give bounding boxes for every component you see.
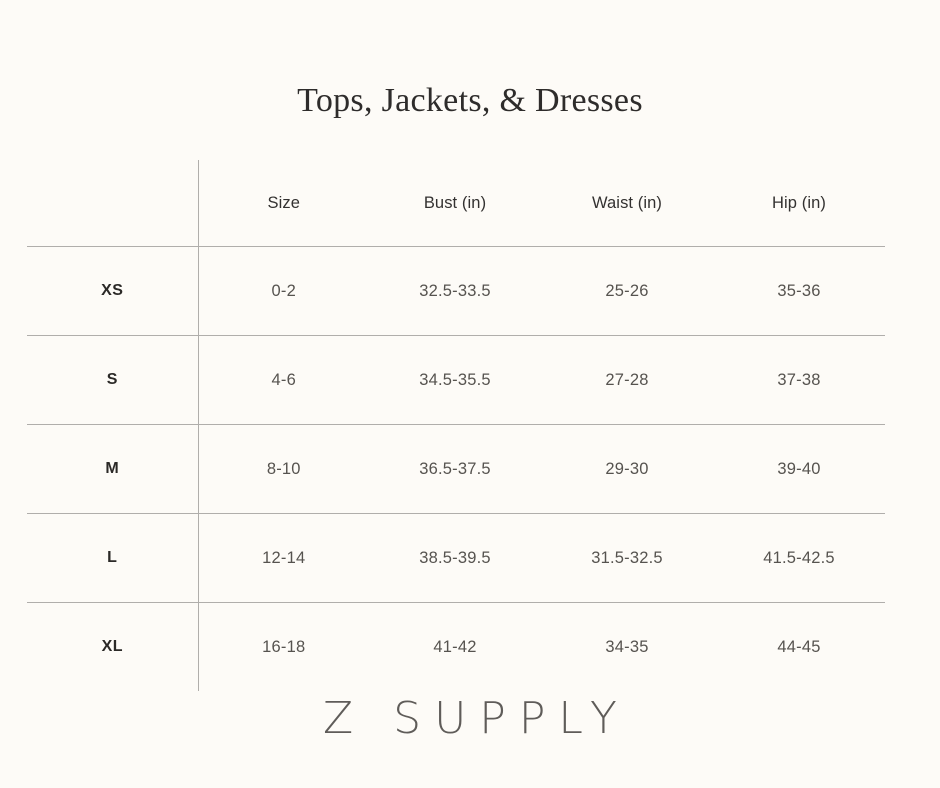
table-row: M 8-10 36.5-37.5 29-30 39-40 — [27, 424, 885, 514]
table-header-row: Size Bust (in) Waist (in) Hip (in) — [27, 160, 885, 247]
cell-l-hip: 41.5-42.5 — [713, 513, 885, 603]
row-label-m: M — [27, 424, 199, 514]
cell-s-hip: 37-38 — [713, 335, 885, 425]
cell-s-size: 4-6 — [198, 335, 369, 425]
table-header: Size Bust (in) Waist (in) Hip (in) — [27, 160, 885, 247]
table-row: S 4-6 34.5-35.5 27-28 37-38 — [27, 335, 885, 425]
cell-xs-hip: 35-36 — [713, 246, 885, 336]
column-header-size: Size — [198, 160, 369, 247]
brand-logo: Z SUPPLY — [323, 693, 630, 744]
row-label-xs: XS — [27, 246, 199, 336]
cell-l-waist: 31.5-32.5 — [541, 513, 713, 603]
cell-xs-size: 0-2 — [198, 246, 369, 336]
table-row: XL 16-18 41-42 34-35 44-45 — [27, 602, 885, 691]
column-header-waist: Waist (in) — [541, 160, 713, 247]
table-row: L 12-14 38.5-39.5 31.5-32.5 41.5-42.5 — [27, 513, 885, 603]
cell-xl-size: 16-18 — [262, 637, 306, 656]
row-label-xl: XL — [27, 602, 199, 691]
column-header-bust: Bust (in) — [369, 160, 541, 247]
table-corner-cell — [27, 160, 199, 247]
row-label-s: S — [27, 335, 199, 425]
page-title: Tops, Jackets, & Dresses — [297, 82, 643, 119]
cell-m-waist: 29-30 — [541, 424, 713, 514]
cell-m-bust: 36.5-37.5 — [369, 424, 541, 514]
cell-xl-hip: 44-45 — [777, 637, 821, 656]
cell-m-size: 8-10 — [198, 424, 369, 514]
cell-s-waist: 27-28 — [541, 335, 713, 425]
cell-xl-bust: 41-42 — [433, 637, 477, 656]
cell-l-bust: 38.5-39.5 — [369, 513, 541, 603]
cell-xl-waist: 34-35 — [605, 637, 649, 656]
column-header-hip: Hip (in) — [713, 160, 885, 247]
cell-xs-waist: 25-26 — [541, 246, 713, 336]
table-row: XS 0-2 32.5-33.5 25-26 35-36 — [27, 246, 885, 336]
cell-m-hip: 39-40 — [713, 424, 885, 514]
cell-l-size: 12-14 — [198, 513, 369, 603]
table-body: XS 0-2 32.5-33.5 25-26 35-36 S 4-6 34.5-… — [27, 246, 885, 691]
cell-xs-bust: 32.5-33.5 — [369, 246, 541, 336]
size-chart-table: Size Bust (in) Waist (in) Hip (in) XS 0-… — [27, 160, 885, 691]
row-label-l: L — [27, 513, 199, 603]
cell-s-bust: 34.5-35.5 — [369, 335, 541, 425]
